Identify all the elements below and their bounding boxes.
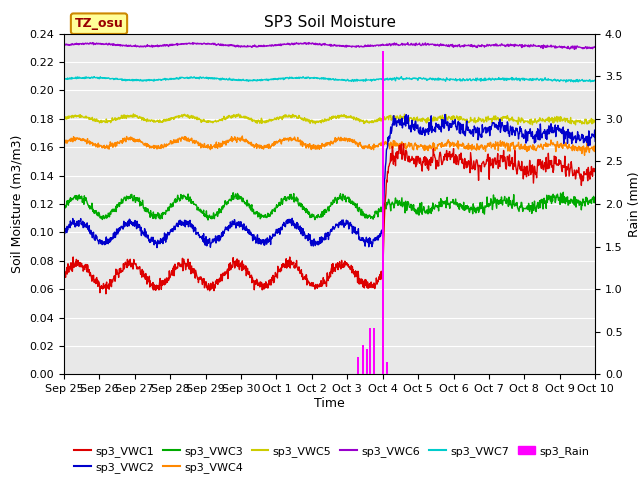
Bar <box>362 345 364 374</box>
Bar <box>369 327 371 374</box>
Y-axis label: Soil Moisture (m3/m3): Soil Moisture (m3/m3) <box>11 135 24 273</box>
Bar <box>366 349 367 374</box>
Bar <box>386 361 388 374</box>
Text: TZ_osu: TZ_osu <box>75 17 124 30</box>
Bar <box>382 51 383 374</box>
Title: SP3 Soil Moisture: SP3 Soil Moisture <box>264 15 396 30</box>
X-axis label: Time: Time <box>314 397 345 410</box>
Legend: sp3_VWC1, sp3_VWC2, sp3_VWC3, sp3_VWC4, sp3_VWC5, sp3_VWC6, sp3_VWC7, sp3_Rain: sp3_VWC1, sp3_VWC2, sp3_VWC3, sp3_VWC4, … <box>70 441 594 478</box>
Bar <box>357 357 359 374</box>
Bar <box>373 327 375 374</box>
Y-axis label: Rain (mm): Rain (mm) <box>628 171 640 237</box>
